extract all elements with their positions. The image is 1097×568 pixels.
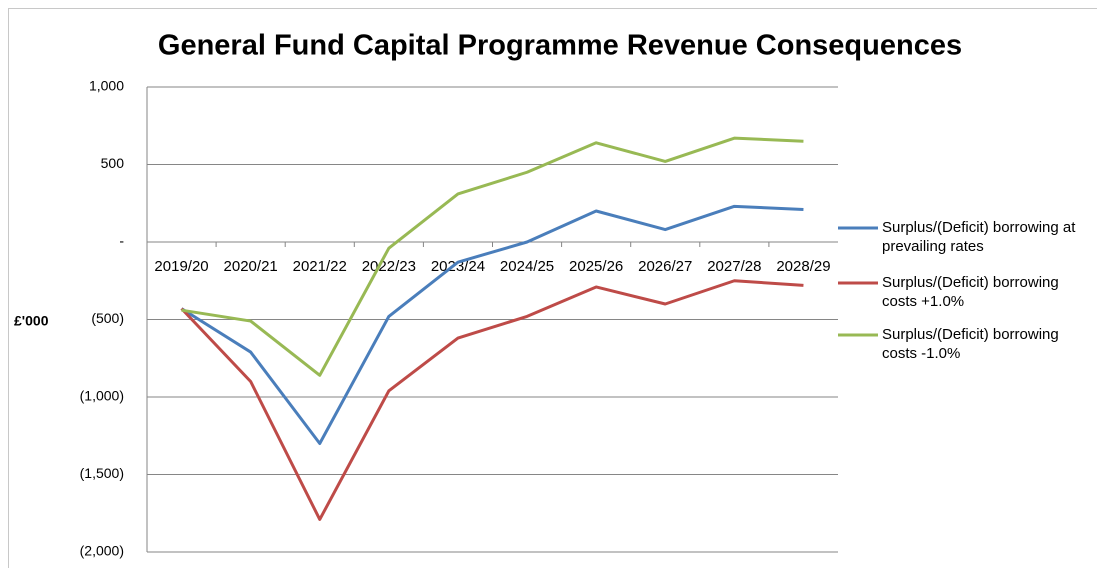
x-tick-label: 2028/29 [776,258,830,275]
series-line [181,136,804,377]
series-line [180,279,804,521]
y-tick-label: (1,500) [80,465,124,481]
x-tick-label: 2021/22 [293,258,347,275]
series-line [180,204,804,445]
y-tick-label: 1,000 [89,78,124,94]
y-tick-label: - [119,233,124,249]
x-tick-label: 2024/25 [500,258,554,275]
y-tick-label: (2,000) [80,543,124,559]
y-tick-label: 500 [101,155,125,171]
y-tick-label: (1,000) [80,388,124,404]
legend-label: Surplus/(Deficit) borrowing at prevailin… [882,219,1076,255]
x-tick-label: 2022/23 [362,258,416,275]
y-axis-label: £'000 [14,313,49,329]
x-tick-label: 2026/27 [638,258,692,275]
x-tick-label: 2020/21 [224,258,278,275]
x-tick-label: 2023/24 [431,258,485,275]
y-tick-label: (500) [91,310,124,326]
x-tick-label: 2019/20 [154,258,208,275]
chart-title: General Fund Capital Programme Revenue C… [158,30,962,62]
legend-label: Surplus/(Deficit) borrowing costs -1.0% [882,326,1059,362]
x-tick-label: 2025/26 [569,258,623,275]
legend-label: Surplus/(Deficit) borrowing costs +1.0% [882,274,1059,310]
x-tick-label: 2027/28 [707,258,761,275]
